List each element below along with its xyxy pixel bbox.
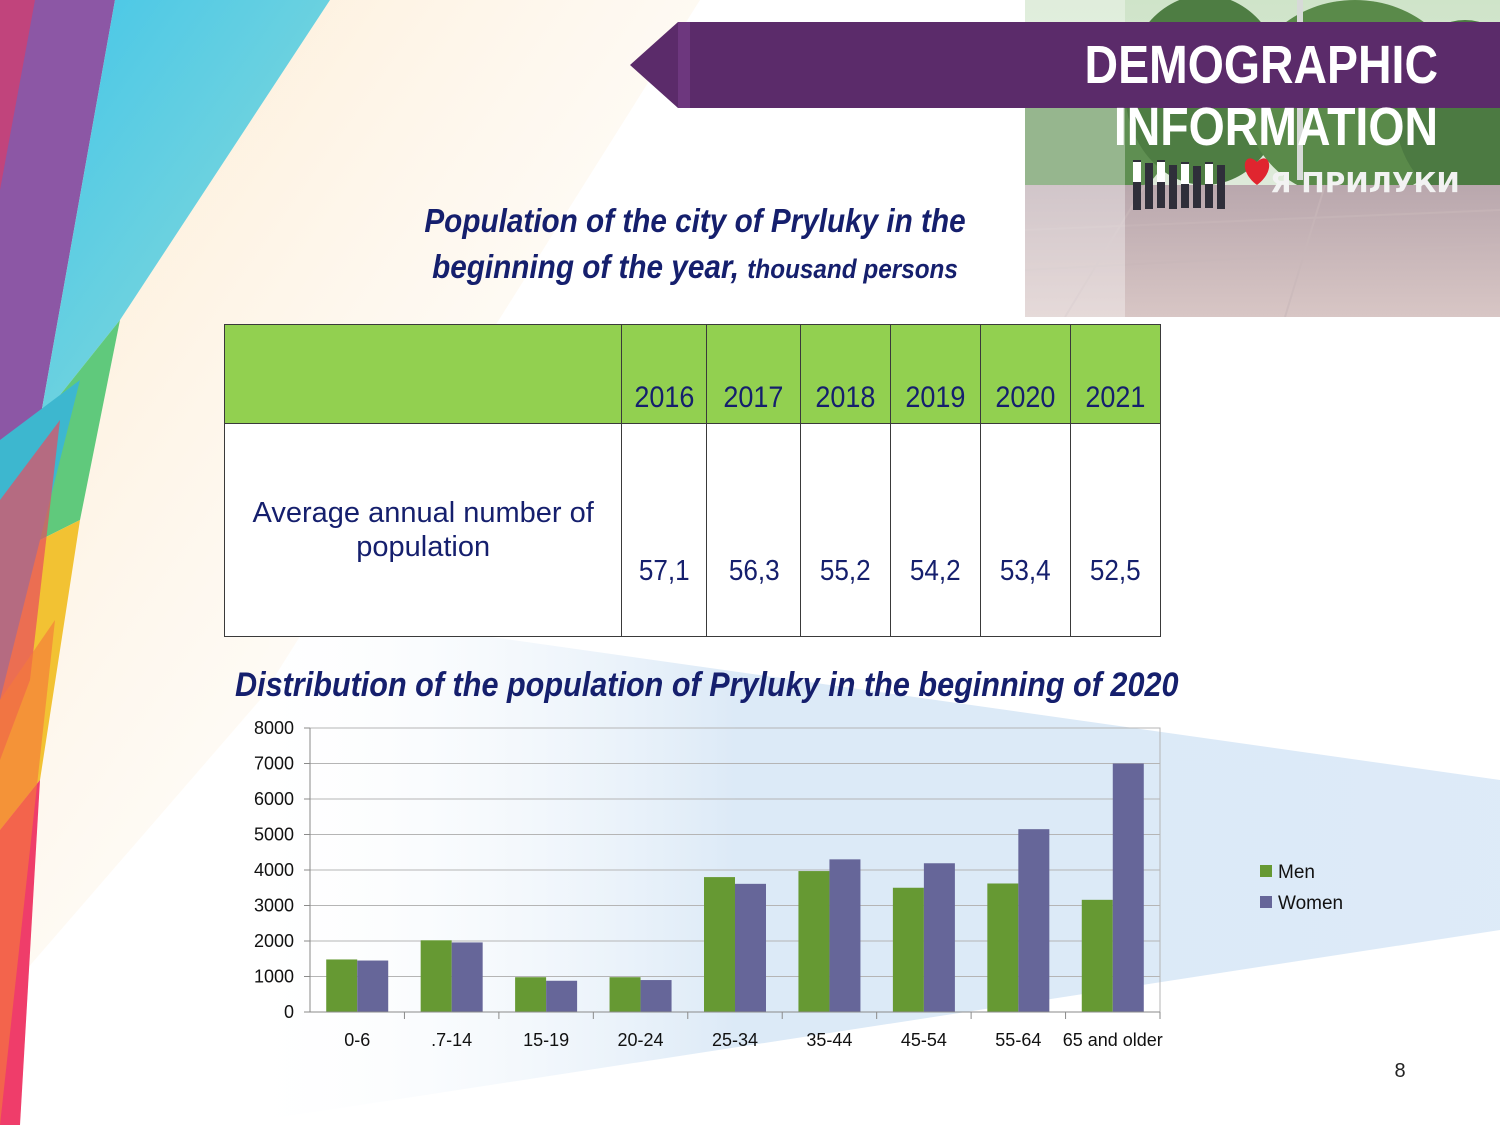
table-cell: 56,3 xyxy=(706,423,802,637)
y-tick-label: 2000 xyxy=(254,931,294,951)
table-cell: 55,2 xyxy=(800,423,892,637)
photo-sign-text: Я ПРИЛУКИ xyxy=(1270,166,1460,199)
y-tick-label: 4000 xyxy=(254,860,294,880)
x-tick-label: 45-54 xyxy=(901,1030,947,1050)
y-tick-label: 8000 xyxy=(254,718,294,738)
bar-men xyxy=(326,959,358,1012)
caption-line-2: beginning of the year, thousand persons xyxy=(403,244,988,292)
y-tick-label: 5000 xyxy=(254,825,294,845)
year-header: 2018 xyxy=(800,324,892,424)
population-table: 2016 2017 2018 2019 2020 2021 Average an… xyxy=(223,324,1161,637)
table-cell: 54,2 xyxy=(890,423,982,637)
year-label: 2019 xyxy=(905,381,966,414)
table-cell: 57,1 xyxy=(621,423,708,637)
bar-men xyxy=(987,883,1019,1012)
cell-value: 57,1 xyxy=(638,555,690,587)
caption-unit: thousand persons xyxy=(747,254,958,284)
year-header: 2021 xyxy=(1070,324,1161,424)
page-title: DEMOGRAPHIC INFORMATION xyxy=(1084,35,1438,157)
year-label: 2018 xyxy=(815,381,876,414)
title-banner: DEMOGRAPHIC INFORMATION xyxy=(630,22,1500,157)
bar-men xyxy=(704,877,735,1012)
year-header: 2019 xyxy=(890,324,982,424)
bar-men xyxy=(420,940,452,1012)
bar-women xyxy=(357,960,389,1012)
table-cell: 53,4 xyxy=(980,423,1072,637)
x-tick-label: 0-6 xyxy=(344,1030,370,1050)
x-tick-label: 20-24 xyxy=(618,1030,664,1050)
table-header-row: 2016 2017 2018 2019 2020 2021 xyxy=(223,324,1161,424)
cell-value: 52,5 xyxy=(1090,555,1141,587)
row-label-line-2: population xyxy=(356,531,491,563)
legend-swatch xyxy=(1260,896,1272,908)
y-tick-label: 1000 xyxy=(254,967,294,987)
chart-title: Distribution of the population of Pryluk… xyxy=(235,666,1179,704)
bar-women xyxy=(640,980,672,1012)
population-bar-chart: 0 1000 2000 3000 4000 5000 6000 7000 8000 0-6 .7-1… xyxy=(254,718,1343,1050)
y-tick-label: 6000 xyxy=(254,789,294,809)
bar-men xyxy=(515,977,547,1012)
x-tick-label: 15-19 xyxy=(523,1030,569,1050)
table-caption: Population of the city of Pryluky in the… xyxy=(403,198,988,292)
page-number: 8 xyxy=(1394,1060,1406,1082)
cell-value: 56,3 xyxy=(728,555,780,587)
y-tick-label: 7000 xyxy=(254,754,294,774)
row-label: Average annual number of population xyxy=(223,423,623,637)
year-label: 2021 xyxy=(1085,381,1146,414)
table-cell: 52,5 xyxy=(1070,423,1161,637)
bar-men xyxy=(1081,899,1113,1012)
year-header: 2016 xyxy=(621,324,708,424)
x-tick-label: 35-44 xyxy=(806,1030,852,1050)
x-tick-label: 25-34 xyxy=(712,1030,758,1050)
x-tick-label: 55-64 xyxy=(995,1030,1041,1050)
caption-line-1: Population of the city of Pryluky in the xyxy=(424,202,966,239)
legend-swatch xyxy=(1260,865,1272,877)
x-tick-label: .7-14 xyxy=(431,1030,472,1050)
cell-value: 54,2 xyxy=(910,555,962,587)
header-empty-cell xyxy=(223,324,623,424)
year-label: 2020 xyxy=(995,381,1056,414)
table-row: Average annual number of population 57,1… xyxy=(223,423,1161,637)
bar-women xyxy=(1112,763,1144,1012)
bar-women xyxy=(1018,829,1050,1012)
year-label: 2016 xyxy=(634,381,695,414)
bar-women xyxy=(829,859,861,1012)
bar-men xyxy=(609,977,641,1012)
bar-women xyxy=(451,942,483,1012)
legend-label: Women xyxy=(1278,893,1343,914)
bar-women xyxy=(546,980,578,1012)
year-label: 2017 xyxy=(723,381,784,414)
bar-men xyxy=(892,887,924,1012)
x-tick-label: 65 and older xyxy=(1063,1030,1163,1050)
year-header: 2020 xyxy=(980,324,1072,424)
bar-men xyxy=(798,871,830,1012)
legend-label: Men xyxy=(1278,862,1315,883)
row-label-line-1: Average annual number of xyxy=(252,497,594,529)
y-tick-label: 0 xyxy=(284,1002,294,1022)
bar-women xyxy=(735,883,766,1012)
cell-value: 53,4 xyxy=(1000,555,1051,587)
bar-women xyxy=(923,863,955,1012)
y-tick-label: 3000 xyxy=(254,896,294,916)
caption-line-2-text: beginning of the year, xyxy=(432,248,740,285)
year-header: 2017 xyxy=(706,324,802,424)
cell-value: 55,2 xyxy=(820,555,872,587)
